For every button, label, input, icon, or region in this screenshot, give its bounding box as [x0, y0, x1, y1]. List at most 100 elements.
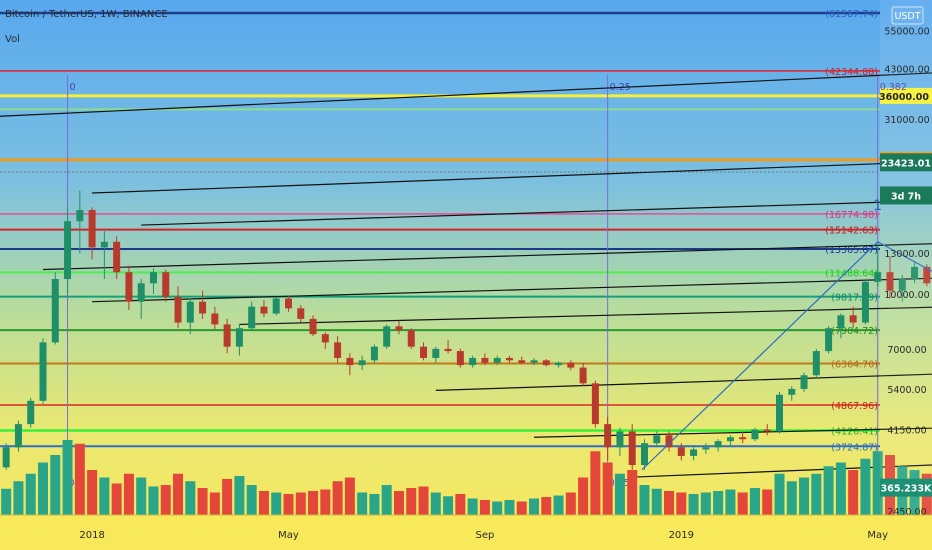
volume-bar: [1, 488, 12, 515]
candle-body: [100, 241, 108, 248]
price-level-label: (13365.07): [825, 245, 878, 256]
candle-body: [481, 357, 489, 363]
price-level-label: (4126.41): [831, 426, 878, 437]
candle-body: [812, 351, 820, 376]
y-axis-label: 13000.00: [884, 249, 929, 260]
candle-body: [334, 342, 342, 358]
volume-bar: [467, 498, 478, 515]
candle-body: [27, 400, 35, 425]
volume-bar: [565, 492, 576, 515]
price-level-label: (16774.98): [825, 210, 878, 221]
currency-button[interactable]: USDT: [891, 6, 924, 25]
volume-label: Vol: [5, 34, 20, 45]
volume-bar: [860, 458, 871, 515]
candle-body: [444, 348, 452, 352]
candle-body: [358, 360, 366, 366]
price-tag: [880, 478, 932, 497]
volume-bar: [578, 477, 589, 515]
candle-body: [837, 315, 845, 329]
candle-body: [788, 388, 796, 395]
volume-bar: [541, 497, 552, 515]
volume-bar: [393, 491, 404, 515]
price-level-label: (9817.29): [831, 293, 878, 304]
wave-line: [641, 241, 879, 471]
y-axis-label: 5400.00: [887, 385, 926, 396]
volume-bar: [50, 455, 61, 515]
volume-bar: [786, 481, 797, 515]
candle-body: [235, 328, 243, 347]
price-level-label: (11488.64): [825, 268, 878, 279]
volume-bar: [639, 485, 650, 515]
price-scale-bg: [880, 0, 932, 515]
candle-body: [665, 435, 673, 448]
price-level-label: (6364.70): [831, 360, 878, 371]
volume-bar: [664, 491, 675, 515]
volume-bar: [357, 492, 368, 515]
price-level-label: 36000.00: [879, 92, 929, 103]
channel-line: [92, 161, 932, 194]
candle-body: [88, 210, 96, 248]
volume-bar: [749, 488, 760, 515]
candle-body: [493, 357, 501, 363]
candle-body: [162, 272, 170, 297]
y-axis-label: 31000.00: [884, 115, 929, 126]
volume-bar: [627, 470, 638, 515]
volume-bar: [74, 443, 85, 515]
y-axis-label: 10000.00: [884, 290, 929, 301]
candle-body: [874, 272, 882, 282]
candle-body: [616, 431, 624, 448]
y-axis-label: 4150.00: [887, 426, 926, 437]
channel-line: [533, 427, 932, 438]
candle-body: [211, 313, 219, 325]
volume-bar: [688, 494, 699, 515]
candle-body: [309, 318, 317, 335]
volume-bar: [504, 500, 515, 515]
volume-bar: [173, 473, 184, 515]
volume-bar: [553, 495, 564, 515]
candle-body: [456, 351, 464, 366]
candle-body: [653, 435, 661, 444]
volume-bar: [799, 477, 810, 515]
volume-bar: [762, 489, 773, 515]
volume-bar: [492, 501, 503, 515]
price-level-label: (4867.96): [831, 401, 878, 412]
candle-body: [530, 360, 538, 363]
channel-line: [141, 200, 932, 226]
channel-line: [435, 373, 932, 391]
price-level-tag: [880, 87, 932, 104]
wave-label: 1: [873, 198, 882, 214]
price-tag-label: 3d 7h: [891, 191, 921, 202]
candle-body: [518, 360, 526, 363]
candle-body: [763, 429, 771, 432]
volume-bar: [811, 473, 822, 515]
candle-body: [714, 441, 722, 448]
volume-bar: [823, 466, 834, 515]
channel-line: [92, 277, 932, 303]
x-axis-label: Sep: [475, 530, 494, 541]
volume-bar: [234, 476, 245, 515]
channel-line: [632, 464, 932, 478]
symbol-title: Bitcoin / TetherUS, 1W, BINANCE: [5, 9, 168, 20]
candle-body: [677, 447, 685, 456]
candle-body: [2, 447, 10, 468]
price-level-label: (3724.87): [831, 442, 878, 453]
candle-body: [64, 221, 72, 280]
channel-line: [0, 72, 932, 117]
candle-body: [505, 357, 513, 361]
candle-body: [751, 429, 759, 440]
channel-line: [239, 306, 932, 326]
candle-body: [825, 328, 833, 352]
candle-body: [14, 424, 22, 448]
elliott-waves: 12345: [641, 198, 932, 471]
candle-body: [432, 348, 440, 358]
candle-body: [702, 447, 710, 450]
candle-body: [395, 326, 403, 331]
volume-bar: [209, 492, 220, 515]
volume-bar: [455, 494, 466, 515]
candle-body: [370, 346, 378, 361]
volume-bar: [774, 473, 785, 515]
volume-bar: [271, 492, 282, 515]
